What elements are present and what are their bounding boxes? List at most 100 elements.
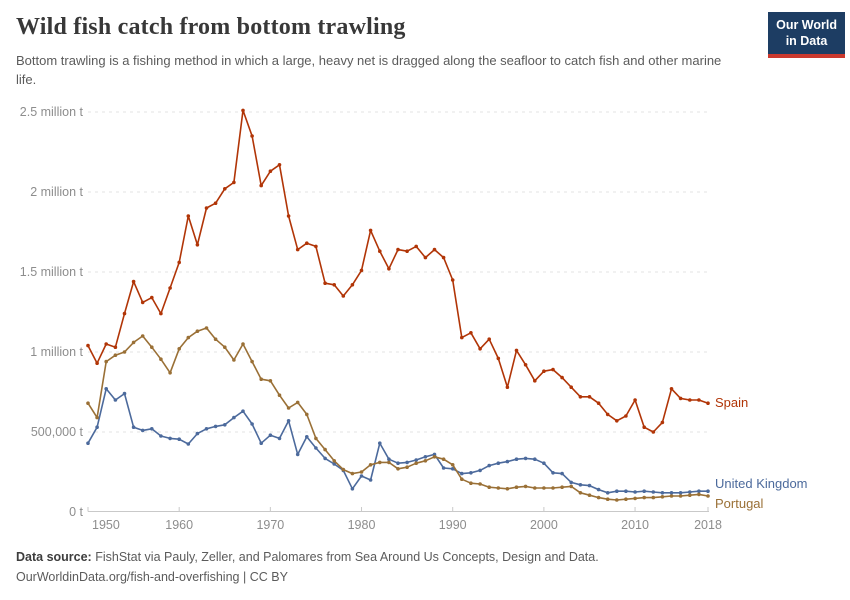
- data-point[interactable]: [478, 347, 482, 351]
- series-united-kingdom[interactable]: United Kingdom: [86, 387, 808, 495]
- data-point[interactable]: [378, 249, 382, 253]
- data-point[interactable]: [314, 436, 318, 441]
- data-point[interactable]: [213, 201, 218, 205]
- data-point[interactable]: [259, 441, 264, 446]
- data-point[interactable]: [277, 436, 282, 441]
- data-point[interactable]: [478, 482, 482, 486]
- data-point[interactable]: [523, 363, 528, 367]
- data-point[interactable]: [232, 180, 236, 185]
- data-point[interactable]: [104, 342, 108, 346]
- data-point[interactable]: [131, 340, 136, 345]
- data-point[interactable]: [387, 457, 391, 462]
- data-point[interactable]: [131, 425, 136, 430]
- data-point[interactable]: [496, 356, 501, 361]
- data-point[interactable]: [514, 457, 519, 462]
- data-point[interactable]: [159, 434, 163, 438]
- data-point[interactable]: [213, 337, 218, 342]
- data-point[interactable]: [697, 489, 701, 494]
- data-point[interactable]: [533, 486, 537, 490]
- data-point[interactable]: [286, 214, 291, 218]
- data-point[interactable]: [523, 456, 528, 461]
- data-point[interactable]: [86, 343, 90, 348]
- data-point[interactable]: [177, 260, 181, 265]
- series-spain[interactable]: Spain: [86, 108, 748, 434]
- data-point[interactable]: [305, 241, 309, 245]
- data-point[interactable]: [533, 379, 537, 383]
- data-point[interactable]: [359, 268, 364, 273]
- data-point[interactable]: [213, 424, 218, 429]
- data-point[interactable]: [441, 466, 446, 470]
- data-point[interactable]: [396, 461, 400, 466]
- data-point[interactable]: [569, 480, 573, 485]
- data-point[interactable]: [204, 427, 209, 431]
- data-point[interactable]: [204, 326, 209, 330]
- data-point[interactable]: [624, 497, 628, 502]
- data-point[interactable]: [460, 335, 464, 340]
- data-point[interactable]: [350, 283, 355, 287]
- data-point[interactable]: [651, 495, 656, 500]
- data-point[interactable]: [633, 398, 637, 402]
- data-point[interactable]: [286, 406, 291, 410]
- data-point[interactable]: [432, 455, 437, 459]
- data-point[interactable]: [688, 493, 692, 498]
- data-point[interactable]: [678, 491, 683, 495]
- data-point[interactable]: [423, 455, 428, 459]
- data-point[interactable]: [378, 441, 382, 446]
- series-line-portugal[interactable]: [87, 327, 709, 501]
- data-point[interactable]: [277, 393, 282, 398]
- data-point[interactable]: [605, 491, 610, 495]
- data-point[interactable]: [624, 489, 628, 494]
- data-point[interactable]: [140, 428, 145, 433]
- data-point[interactable]: [706, 494, 710, 498]
- data-point[interactable]: [505, 487, 510, 491]
- data-point[interactable]: [168, 371, 172, 375]
- data-point[interactable]: [551, 367, 555, 372]
- data-point[interactable]: [615, 419, 619, 423]
- data-point[interactable]: [569, 484, 573, 489]
- data-point[interactable]: [295, 452, 300, 457]
- owid-logo[interactable]: Our World in Data: [768, 12, 845, 59]
- data-point[interactable]: [605, 497, 610, 502]
- data-point[interactable]: [569, 385, 573, 390]
- data-point[interactable]: [578, 491, 583, 495]
- data-point[interactable]: [642, 495, 646, 500]
- data-point[interactable]: [514, 485, 519, 490]
- data-point[interactable]: [496, 486, 501, 490]
- data-point[interactable]: [560, 485, 564, 490]
- data-point[interactable]: [113, 353, 118, 358]
- data-point[interactable]: [441, 255, 446, 260]
- data-point[interactable]: [104, 387, 108, 391]
- data-point[interactable]: [514, 348, 519, 353]
- data-point[interactable]: [332, 283, 337, 287]
- data-point[interactable]: [268, 379, 273, 383]
- data-point[interactable]: [596, 495, 601, 500]
- data-point[interactable]: [478, 468, 482, 473]
- data-point[interactable]: [587, 395, 592, 399]
- data-point[interactable]: [688, 398, 692, 402]
- data-point[interactable]: [332, 459, 337, 463]
- data-point[interactable]: [615, 498, 619, 502]
- data-point[interactable]: [551, 471, 555, 475]
- data-point[interactable]: [450, 467, 455, 471]
- data-point[interactable]: [86, 401, 90, 406]
- data-point[interactable]: [469, 481, 473, 486]
- footer-url-link[interactable]: OurWorldinData.org/fish-and-overfishing: [16, 570, 240, 584]
- data-point[interactable]: [414, 244, 419, 249]
- data-point[interactable]: [295, 247, 300, 252]
- data-point[interactable]: [651, 490, 656, 494]
- data-point[interactable]: [241, 409, 245, 414]
- data-point[interactable]: [542, 461, 546, 466]
- data-point[interactable]: [706, 489, 710, 494]
- data-point[interactable]: [259, 183, 264, 188]
- data-point[interactable]: [323, 447, 327, 452]
- data-point[interactable]: [697, 492, 701, 497]
- data-point[interactable]: [368, 478, 373, 482]
- data-point[interactable]: [523, 484, 528, 489]
- data-point[interactable]: [688, 490, 692, 494]
- data-point[interactable]: [286, 419, 291, 423]
- data-point[interactable]: [277, 163, 282, 167]
- data-point[interactable]: [250, 134, 254, 138]
- data-point[interactable]: [414, 458, 419, 462]
- data-point[interactable]: [587, 493, 592, 498]
- data-point[interactable]: [368, 463, 373, 467]
